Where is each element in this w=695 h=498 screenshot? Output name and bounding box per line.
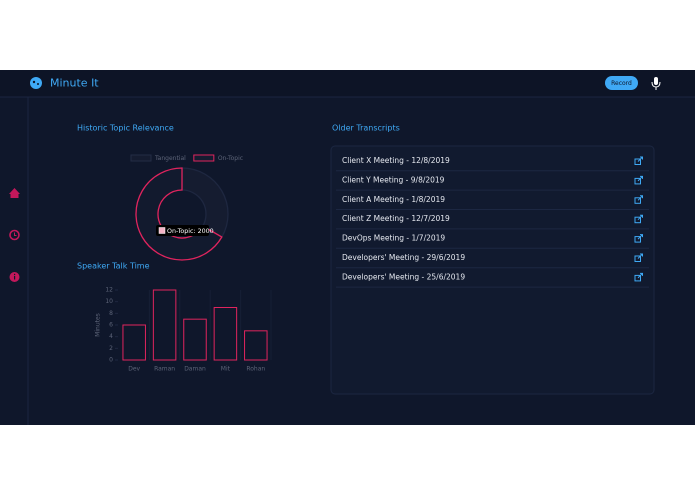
bar	[213, 307, 238, 361]
legend-swatch	[193, 154, 215, 162]
x-tick-label: Daman	[184, 366, 206, 373]
y-tick-label: 10	[105, 298, 113, 305]
y-tick-label: 4	[109, 333, 113, 340]
header-bar	[0, 70, 695, 97]
tooltip-text: On-Topic: 2000	[167, 228, 214, 235]
y-tick-label: 0	[109, 357, 113, 364]
legend-swatch	[130, 154, 152, 162]
transcript-title[interactable]: Developers' Meeting - 25/6/2019	[342, 272, 465, 281]
open-transcript-icon[interactable]	[634, 195, 643, 204]
transcript-title[interactable]: Client Y Meeting - 9/8/2019	[342, 175, 445, 184]
open-transcript-icon[interactable]	[634, 272, 643, 282]
x-tick-label: Dev	[128, 366, 140, 373]
x-tick-label: Raman	[154, 366, 175, 373]
section-title: Speaker Talk Time	[77, 262, 150, 271]
nav-info[interactable]	[9, 272, 20, 282]
open-transcript-icon[interactable]	[634, 234, 643, 243]
record-button-label[interactable]: Record	[611, 80, 632, 87]
section-title: Older Transcripts	[332, 124, 400, 133]
bar	[122, 324, 146, 361]
x-tick-label: Rohan	[246, 366, 265, 373]
bar	[244, 330, 268, 361]
legend-label: On-Topic	[218, 155, 243, 162]
transcripts-panel	[330, 145, 655, 395]
open-transcript-icon[interactable]	[634, 214, 643, 224]
y-axis-label: Minutes	[95, 313, 102, 337]
open-transcript-icon[interactable]	[634, 156, 643, 165]
x-tick-label: Mit	[221, 366, 231, 373]
transcript-title[interactable]: Developers' Meeting - 29/6/2019	[342, 253, 465, 262]
section-title: Historic Topic Relevance	[77, 124, 174, 133]
y-tick-label: 12	[105, 287, 113, 294]
legend-label: Tangential	[154, 155, 186, 162]
app-name: Minute It	[50, 77, 99, 90]
transcript-title[interactable]: DevOps Meeting - 1/7/2019	[342, 234, 445, 243]
y-tick-label: 8	[109, 310, 113, 317]
y-tick-label: 2	[109, 345, 113, 352]
transcript-title[interactable]: Client A Meeting - 1/8/2019	[342, 195, 445, 204]
tooltip-swatch	[158, 227, 166, 234]
y-tick-label: 6	[109, 322, 113, 329]
doughnut-segment	[181, 167, 229, 238]
transcript-title[interactable]: Client Z Meeting - 12/7/2019	[342, 214, 450, 223]
bar	[152, 289, 177, 361]
open-transcript-icon[interactable]	[634, 175, 643, 185]
bar	[183, 318, 207, 361]
nav-history[interactable]	[9, 229, 20, 241]
transcript-title[interactable]: Client X Meeting - 12/8/2019	[342, 156, 450, 165]
open-transcript-icon[interactable]	[634, 253, 643, 262]
record-button[interactable]	[605, 76, 638, 90]
tooltip-box	[156, 225, 209, 236]
logo	[30, 77, 42, 89]
nav-home[interactable]	[9, 188, 20, 198]
mic-button[interactable]	[651, 77, 661, 90]
